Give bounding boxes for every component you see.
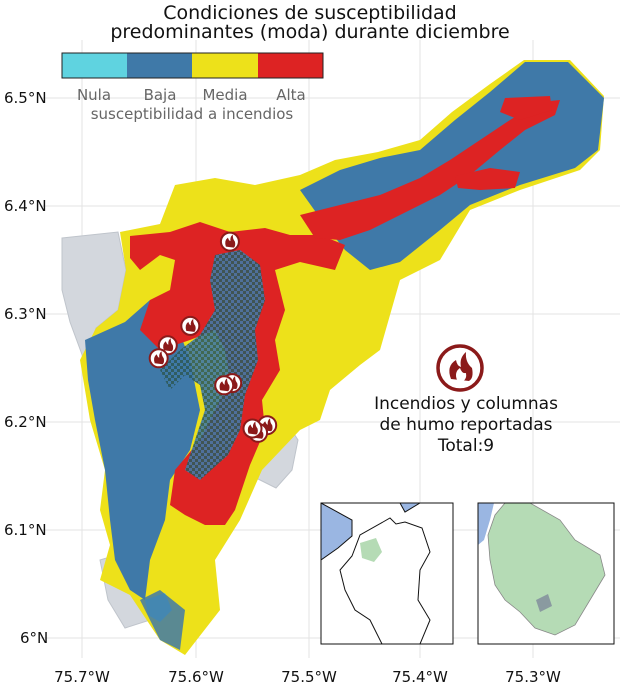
class-alta-ridge — [300, 100, 560, 240]
y-tick: 6.3°N — [4, 305, 47, 323]
summary-total: Total:9 — [437, 436, 495, 456]
y-tick: 6.2°N — [4, 413, 47, 431]
fire-marker — [214, 375, 235, 396]
x-tick: 75.4°W — [392, 668, 448, 686]
legend-label-alta: Alta — [276, 86, 306, 104]
legend: Nula Baja Media Alta susceptibilidad a i… — [61, 52, 324, 123]
susceptibility-map — [80, 60, 604, 655]
inset-antioquia — [477, 502, 615, 645]
inset-colombia — [320, 502, 454, 645]
y-axis-ticks: 6.5°N 6.4°N 6.3°N 6.2°N 6.1°N 6°N — [4, 89, 48, 647]
fire-marker — [148, 348, 169, 369]
class-alta-patch2 — [455, 168, 520, 190]
summary-line1: Incendios y columnas — [374, 394, 558, 414]
y-tick: 6.5°N — [4, 89, 47, 107]
x-tick: 75.5°W — [281, 668, 337, 686]
summary-line2: de humo reportadas — [379, 415, 553, 435]
legend-label-baja: Baja — [144, 86, 177, 104]
legend-title: susceptibilidad a incendios — [91, 105, 294, 123]
summary-text: Incendios y columnas de humo reportadas … — [356, 394, 576, 457]
legend-label-nula: Nula — [77, 86, 111, 104]
legend-swatch-nula — [62, 53, 127, 78]
fire-marker — [219, 231, 240, 252]
legend-frame — [61, 52, 324, 79]
legend-swatch-baja — [127, 53, 192, 78]
y-tick: 6°N — [20, 629, 48, 647]
legend-swatch-media — [192, 53, 258, 78]
legend-label-media: Media — [202, 86, 247, 104]
map-title-line1: Condiciones de susceptibilidad — [163, 2, 457, 24]
map-title-line2: predominantes (moda) durante diciembre — [110, 21, 510, 43]
x-tick: 75.6°W — [168, 668, 224, 686]
class-baja-south — [140, 590, 185, 650]
y-tick: 6.4°N — [4, 197, 47, 215]
map-title: Condiciones de susceptibilidad predomina… — [0, 4, 620, 42]
fire-marker — [180, 315, 201, 336]
x-tick: 75.3°W — [505, 668, 561, 686]
legend-swatch-alta — [258, 53, 323, 78]
dense-vegetation — [160, 250, 265, 480]
y-tick: 6.1°N — [4, 521, 47, 539]
fire-markers — [148, 231, 278, 443]
x-tick: 75.7°W — [54, 668, 110, 686]
fire-marker — [242, 418, 263, 439]
class-alta-patch — [500, 96, 552, 120]
fire-icon — [436, 344, 484, 392]
x-axis-ticks: 75.7°W 75.6°W 75.5°W 75.4°W 75.3°W — [54, 668, 561, 686]
